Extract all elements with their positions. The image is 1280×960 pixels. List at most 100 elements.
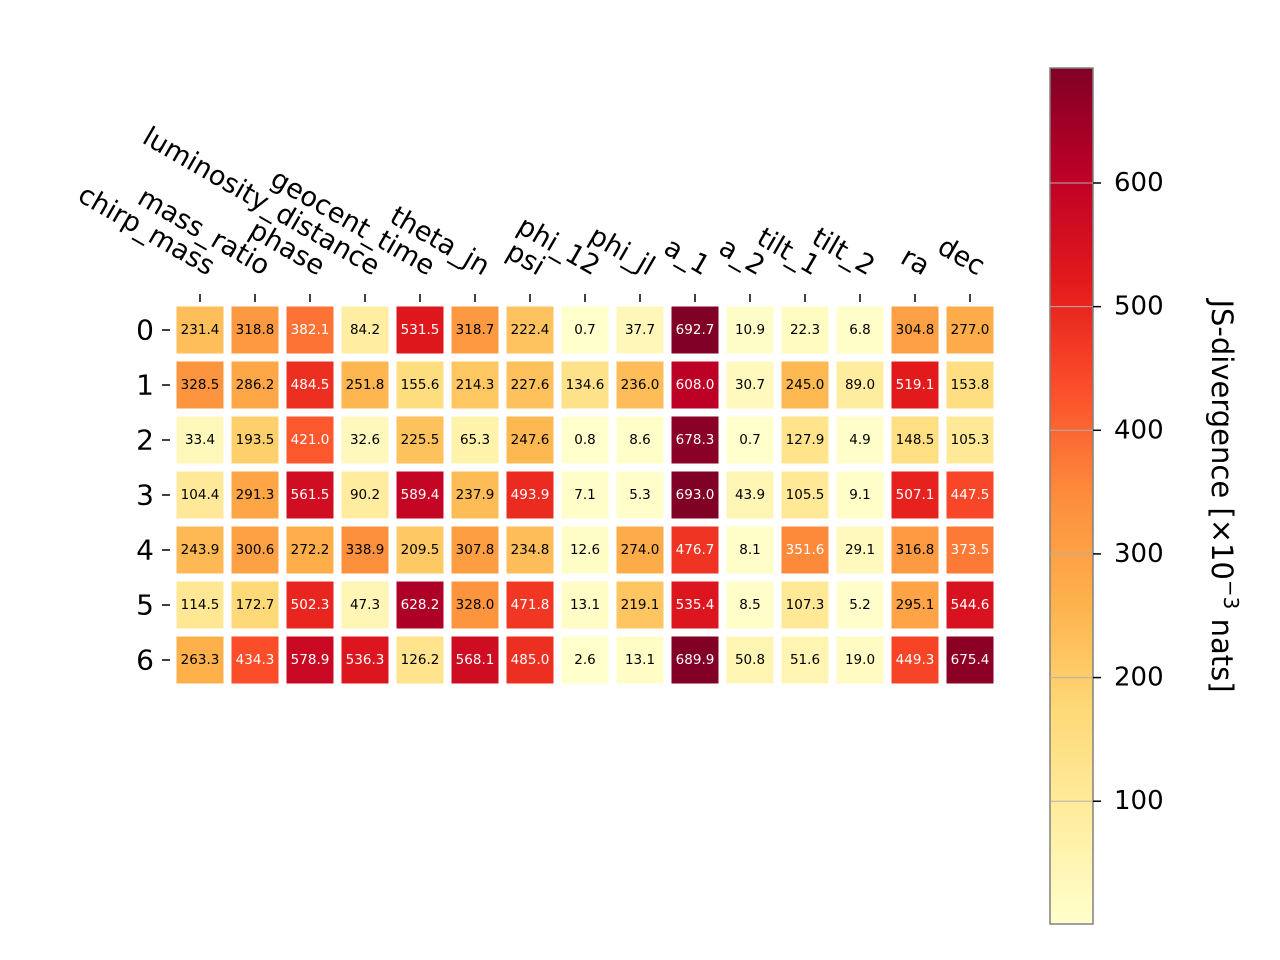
heatmap-cell [836, 416, 884, 464]
row-axis: 0 1 2 3 4 5 6 [136, 314, 170, 677]
heatmap-cell [286, 581, 334, 629]
row-tick-label: 2 [136, 424, 154, 457]
column-tick-label: phi_jl [584, 220, 660, 282]
heatmap-cell [726, 471, 774, 519]
cell-value-label: 286.2 [236, 377, 275, 393]
cell-value-label: 449.3 [896, 652, 935, 668]
cell-value-label: 148.5 [896, 432, 935, 448]
row-tick-label: 3 [136, 479, 154, 512]
heatmap-cell [286, 306, 334, 354]
heatmap-cell [176, 416, 224, 464]
heatmap-cell [836, 581, 884, 629]
cell-value-label: 51.6 [790, 652, 820, 668]
cell-value-label: 8.1 [739, 542, 760, 558]
cell-value-label: 65.3 [460, 432, 490, 448]
heatmap-cell [726, 306, 774, 354]
cell-value-label: 225.5 [401, 432, 440, 448]
heatmap-cell [836, 636, 884, 684]
colorbar-tick-label: 500 [1114, 292, 1164, 322]
cell-value-label: 214.3 [456, 377, 495, 393]
cell-value-label: 231.4 [181, 322, 220, 338]
cell-value-label: 328.0 [456, 597, 495, 613]
colorbar-tick-label: 200 [1114, 663, 1164, 693]
heatmap-cell [396, 361, 444, 409]
heatmap-cell [451, 416, 499, 464]
heatmap-cell [616, 306, 664, 354]
cell-value-label: 89.0 [845, 377, 875, 393]
cell-value-label: 37.7 [625, 322, 655, 338]
heatmap-cell [781, 526, 829, 574]
row-tick-label: 4 [136, 534, 154, 567]
heatmap-cell [561, 306, 609, 354]
heatmap-cell [231, 581, 279, 629]
heatmap-cell [671, 526, 719, 574]
row-tick-label: 1 [136, 369, 154, 402]
heatmap-cell [451, 636, 499, 684]
heatmap-cell [561, 361, 609, 409]
heatmap-cell [781, 471, 829, 519]
heatmap-cell [506, 361, 554, 409]
heatmap-cell [671, 636, 719, 684]
heatmap-cell [341, 581, 389, 629]
heatmap-cell [506, 636, 554, 684]
cell-value-label: 209.5 [401, 542, 440, 558]
cell-value-label: 274.0 [621, 542, 660, 558]
cell-value-label: 107.3 [786, 597, 825, 613]
cell-value-label: 373.5 [951, 542, 990, 558]
heatmap-cell [891, 361, 939, 409]
heatmap-cell [396, 306, 444, 354]
cell-value-label: 277.0 [951, 322, 990, 338]
heatmap-cell [231, 361, 279, 409]
cell-value-label: 105.5 [786, 487, 825, 503]
cell-value-label: 307.8 [456, 542, 495, 558]
cell-value-label: 237.9 [456, 487, 495, 503]
colorbar-gradient [1049, 67, 1094, 925]
cell-value-label: 4.9 [849, 432, 870, 448]
heatmap-cell [946, 416, 994, 464]
cell-value-label: 502.3 [291, 597, 330, 613]
cell-value-label: 22.3 [790, 322, 820, 338]
cell-value-label: 693.0 [676, 487, 715, 503]
heatmap-cell [946, 306, 994, 354]
heatmap-cell [946, 636, 994, 684]
heatmap-cell [451, 526, 499, 574]
cell-value-label: 304.8 [896, 322, 935, 338]
heatmap-cell [561, 416, 609, 464]
colorbar-tick-label: 300 [1114, 539, 1164, 569]
column-axis: chirp_massmass_ratiophaseluminosity_dist… [73, 121, 990, 302]
cell-value-label: 243.9 [181, 542, 220, 558]
heatmap-cell [671, 416, 719, 464]
heatmap-cell [286, 361, 334, 409]
cell-value-label: 193.5 [236, 432, 275, 448]
cell-value-label: 5.2 [849, 597, 870, 613]
cell-value-label: 531.5 [401, 322, 440, 338]
heatmap-cell [836, 306, 884, 354]
cell-value-label: 29.1 [845, 542, 875, 558]
cell-value-label: 0.7 [739, 432, 760, 448]
cell-value-label: 318.7 [456, 322, 495, 338]
cell-value-label: 104.4 [181, 487, 220, 503]
heatmap-cell [341, 526, 389, 574]
heatmap-cell [231, 306, 279, 354]
cell-value-label: 447.5 [951, 487, 990, 503]
cell-value-label: 90.2 [350, 487, 380, 503]
heatmap-cell [726, 416, 774, 464]
cell-value-label: 32.6 [350, 432, 380, 448]
cell-value-label: 127.9 [786, 432, 825, 448]
heatmap-cell [396, 416, 444, 464]
heatmap-cell [616, 471, 664, 519]
column-tick-label: ra [896, 241, 935, 282]
cell-value-label: 568.1 [456, 652, 495, 668]
heatmap-cell [891, 636, 939, 684]
heatmap-cell [286, 471, 334, 519]
cell-value-label: 234.8 [511, 542, 550, 558]
heatmap-cell [891, 416, 939, 464]
heatmap-cell [176, 471, 224, 519]
heatmap-cell [396, 526, 444, 574]
heatmap-cell [891, 581, 939, 629]
heatmap-cell [616, 526, 664, 574]
heatmap-cell [836, 361, 884, 409]
cell-value-label: 628.2 [401, 597, 440, 613]
heatmap-cell [616, 636, 664, 684]
heatmap-cell [506, 306, 554, 354]
